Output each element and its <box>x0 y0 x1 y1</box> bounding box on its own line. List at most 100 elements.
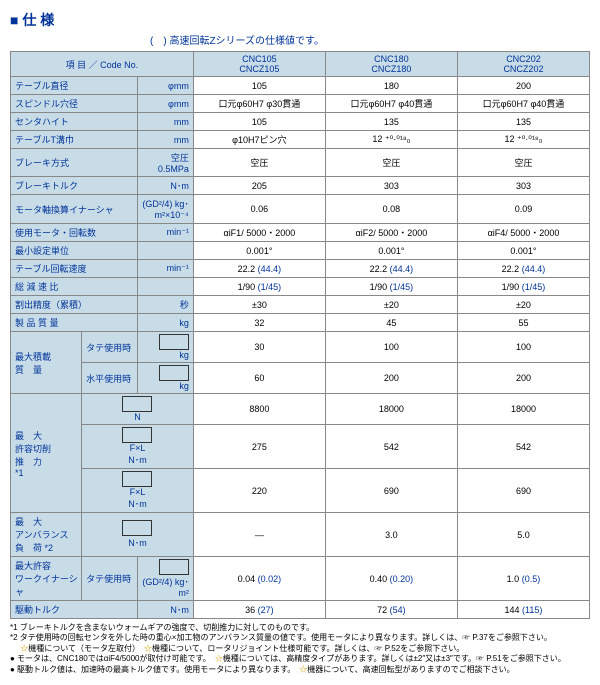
row-label: ブレーキトルク <box>11 177 138 195</box>
title: 仕 様 <box>10 10 590 30</box>
unbal-v1: 3.0 <box>325 513 457 557</box>
cut-r1-u: N <box>134 412 141 422</box>
drive-v2: 144 (115) <box>457 601 589 619</box>
row-val: 22.2 (44.4) <box>325 260 457 278</box>
row-val: φ10H7ピン穴 <box>193 131 325 149</box>
hdr-c2b: CNCZ180 <box>371 64 411 74</box>
wi-sub: タテ使用時 <box>82 557 138 601</box>
work-inertia-icon <box>159 559 189 575</box>
row-label: センタハイト <box>11 113 138 131</box>
cut-r3-v1: 690 <box>325 469 457 513</box>
row-val: 口元φ60H7 φ40貫通 <box>325 95 457 113</box>
cut-r2-v0: 275 <box>193 425 325 469</box>
hdr-c1b: CNCZ105 <box>239 64 279 74</box>
drive-u: N･m <box>137 601 193 619</box>
row-val: 0.09 <box>457 195 589 224</box>
hdr-c3b: CNCZ202 <box>503 64 543 74</box>
wi-v2: 1.0 (0.5) <box>457 557 589 601</box>
unbalance-icon <box>122 520 152 536</box>
row-val: 口元φ60H7 φ30貫通 <box>193 95 325 113</box>
row-val: 135 <box>457 113 589 131</box>
unbal-v0: — <box>193 513 325 557</box>
row-unit: φmm <box>137 95 193 113</box>
row-unit: (GD²/4) kg･m²×10⁻⁴ <box>137 195 193 224</box>
row-val: 1/90 (1/45) <box>457 278 589 296</box>
row-val: 22.2 (44.4) <box>193 260 325 278</box>
footnotes: *1 ブレーキトルクを含まないウォームギアの強度で、切削推力に対してのものです。… <box>10 623 590 675</box>
row-unit <box>137 278 193 296</box>
load-label: 最大積載 質 量 <box>11 332 82 394</box>
row-val: 105 <box>193 77 325 95</box>
row-val: 180 <box>325 77 457 95</box>
thrust-icon2 <box>122 427 152 443</box>
wi-v1: 0.40 (0.20) <box>325 557 457 601</box>
cut-r2-v2: 542 <box>457 425 589 469</box>
row-label: テーブルT溝巾 <box>11 131 138 149</box>
cut-label: 最 大 許容切削 推 力*1 <box>11 394 82 513</box>
row-unit <box>137 242 193 260</box>
row-val: 45 <box>325 314 457 332</box>
row-label: スピンドル穴径 <box>11 95 138 113</box>
load-r2-v2: 200 <box>457 363 589 394</box>
row-label: テーブル直径 <box>11 77 138 95</box>
wi-v0: 0.04 (0.02) <box>193 557 325 601</box>
row-val: 0.001° <box>457 242 589 260</box>
row-val: 205 <box>193 177 325 195</box>
row-val: 空圧 <box>457 149 589 177</box>
vertical-icon <box>159 334 189 350</box>
cut-tag: *1 <box>15 468 24 478</box>
drive-v0: 36 (27) <box>193 601 325 619</box>
row-unit: mm <box>137 113 193 131</box>
row-label: 使用モータ・回転数 <box>11 224 138 242</box>
row-val: αiF2/ 5000・2000 <box>325 224 457 242</box>
unbal-v2: 5.0 <box>457 513 589 557</box>
subtitle: ( ) 高速回転Zシリーズの仕様値です。 <box>150 32 590 47</box>
row-val: 口元φ60H7 φ40貫通 <box>457 95 589 113</box>
cut-r3-v0: 220 <box>193 469 325 513</box>
hdr-c3a: CNC202 <box>506 54 541 64</box>
unbal-tag: *2 <box>45 543 54 553</box>
row-val: 空圧 <box>193 149 325 177</box>
row-val: ±30 <box>193 296 325 314</box>
cut-r1-v1: 18000 <box>325 394 457 425</box>
row-unit: 空圧 0.5MPa <box>137 149 193 177</box>
load-r1-v2: 100 <box>457 332 589 363</box>
load-r1-v0: 30 <box>193 332 325 363</box>
cut-r2-u: F×L N･m <box>128 443 147 465</box>
drive-v1: 72 (54) <box>325 601 457 619</box>
cut-r3-v2: 690 <box>457 469 589 513</box>
row-val: 105 <box>193 113 325 131</box>
cut-label-text: 最 大 許容切削 推 力 <box>15 431 51 467</box>
row-val: αiF1/ 5000・2000 <box>193 224 325 242</box>
row-val: 22.2 (44.4) <box>457 260 589 278</box>
row-val: 135 <box>325 113 457 131</box>
drive-label: 駆動トルク <box>11 601 138 619</box>
cut-r1-v0: 8800 <box>193 394 325 425</box>
row-val: 1/90 (1/45) <box>325 278 457 296</box>
row-label: 製 品 質 量 <box>11 314 138 332</box>
load-r2-v0: 60 <box>193 363 325 394</box>
row-val: ±20 <box>325 296 457 314</box>
unbal-u: N･m <box>128 538 147 548</box>
row-label: 最小設定単位 <box>11 242 138 260</box>
row-val: 303 <box>325 177 457 195</box>
cut-r1-v2: 18000 <box>457 394 589 425</box>
row-val: 0.001° <box>325 242 457 260</box>
row-val: 12 ⁺⁰·⁰¹⁸₀ <box>325 131 457 149</box>
load-r2-v1: 200 <box>325 363 457 394</box>
unbal-label: 最 大 アンバランス 負 荷 *2 <box>11 513 82 557</box>
thrust-icon1 <box>122 396 152 412</box>
wi-u: (GD²/4) kg･m² <box>142 577 189 598</box>
row-val: 空圧 <box>325 149 457 177</box>
row-unit: mm <box>137 131 193 149</box>
header-item: 項 目 ／ Code No. <box>11 52 194 77</box>
row-unit: min⁻¹ <box>137 260 193 278</box>
hdr-c1a: CNC105 <box>242 54 277 64</box>
row-val: 0.001° <box>193 242 325 260</box>
row-val: 303 <box>457 177 589 195</box>
unbal-label-text: 最 大 アンバランス 負 荷 <box>15 517 68 553</box>
cut-r3-u: F×L N･m <box>128 487 147 509</box>
row-label: ブレーキ方式 <box>11 149 138 177</box>
row-unit: kg <box>137 314 193 332</box>
horizontal-icon <box>159 365 189 381</box>
